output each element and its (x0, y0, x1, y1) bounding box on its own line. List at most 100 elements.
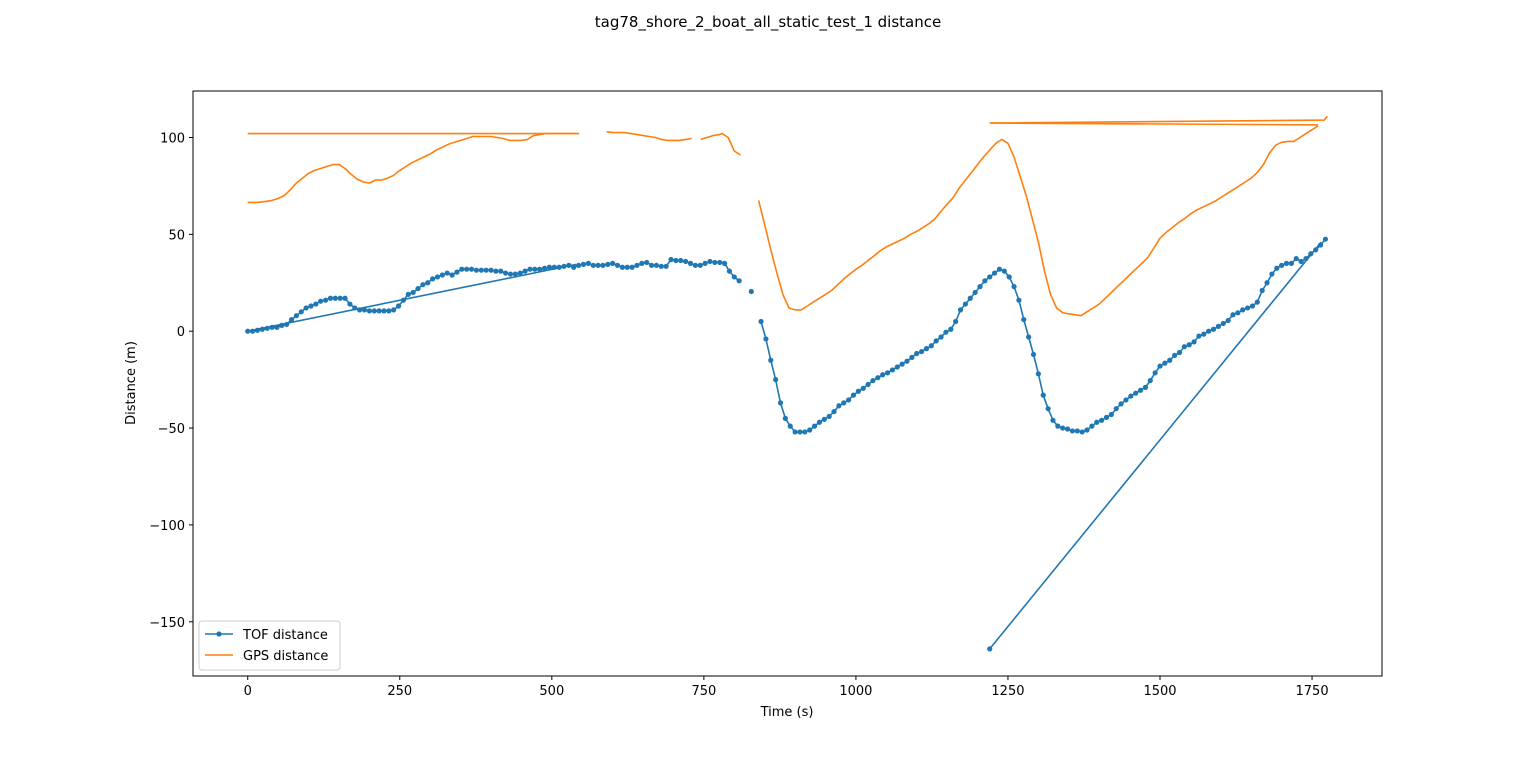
tof-data-point (1322, 236, 1329, 242)
tof-data-point (575, 262, 582, 268)
tof-data-point (663, 263, 669, 269)
tof-data-point (342, 295, 348, 301)
tof-data-point (449, 272, 455, 278)
tof-data-point (245, 328, 251, 334)
tof-data-point (1259, 287, 1265, 294)
tof-data-point (1274, 265, 1280, 271)
tof-data-point (1021, 316, 1027, 323)
tof-data-point (712, 259, 718, 266)
tof-data-point (303, 305, 309, 311)
tof-data-point (673, 257, 679, 264)
tof-data-point (298, 309, 304, 315)
tof-data-point (527, 266, 533, 272)
tof-data-point (763, 336, 769, 342)
tof-data-point (768, 357, 774, 363)
x-axis: 0 250 500 750 1000 1250 1500 1750 (244, 676, 1329, 699)
tof-data-point (928, 343, 934, 349)
tof-data-point (658, 263, 664, 269)
tof-data-point (717, 259, 723, 266)
tof-data-point (313, 301, 319, 307)
tof-data-point (967, 295, 973, 301)
tof-data-point (919, 348, 925, 355)
tof-data-point (758, 318, 764, 325)
tof-data-point (889, 367, 896, 373)
y-tick-label: −50 (158, 422, 185, 437)
tof-data-point (1191, 339, 1197, 345)
tof-data-point (648, 262, 655, 268)
legend: TOF distance GPS distance (198, 620, 341, 671)
tof-data-point (1026, 334, 1032, 340)
tof-data-point (366, 308, 372, 314)
tof-data-point (410, 289, 416, 296)
tof-data-point (254, 327, 261, 333)
tof-data-point (503, 270, 509, 276)
tof-data-point (707, 258, 713, 265)
gps-series-line (989, 115, 1328, 124)
tof-data-point (639, 260, 645, 267)
tof-data-point (517, 270, 523, 276)
tof-data-point (556, 264, 562, 270)
tof-data-point (1074, 428, 1080, 434)
tof-data-point (821, 416, 827, 422)
tof-data-point (337, 295, 343, 301)
tof-data-point (614, 262, 621, 268)
tof-data-point (1064, 426, 1071, 432)
tof-data-point (787, 423, 793, 429)
x-tick-label: 500 (539, 684, 564, 699)
tof-data-point (1142, 384, 1149, 390)
tof-data-point (1118, 401, 1124, 407)
tof-data-point (395, 303, 402, 309)
x-tick-label: 750 (691, 684, 716, 699)
tof-data-point (1133, 390, 1139, 396)
legend-gps-label: GPS distance (243, 649, 328, 664)
tof-data-point (938, 334, 944, 340)
tof-data-point (678, 257, 684, 264)
tof-data-point (284, 321, 290, 328)
tof-data-point (571, 264, 577, 270)
tof-data-point (692, 262, 698, 268)
tof-data-point (250, 328, 256, 334)
tof-data-point (551, 264, 557, 270)
tof-data-point (904, 358, 910, 364)
tof-data-point (987, 646, 993, 652)
chart-title: tag78_shore_2_boat_all_static_test_1 dis… (595, 13, 941, 32)
tof-data-point (1016, 297, 1022, 303)
tof-data-point (962, 301, 968, 307)
tof-data-point (464, 266, 470, 272)
tof-data-point (736, 278, 742, 284)
tof-data-point (1152, 370, 1158, 376)
tof-data-point (773, 377, 779, 383)
tof-series-line (247, 263, 577, 332)
tof-data-point (434, 274, 441, 280)
tof-data-point (1103, 414, 1110, 420)
tof-data-point (512, 271, 518, 277)
gps-series-line (757, 125, 1319, 317)
tof-data-point (279, 322, 285, 328)
tof-data-point (1045, 406, 1051, 412)
tof-data-point (702, 260, 708, 267)
tof-data-point (332, 295, 338, 301)
tof-data-point (880, 372, 886, 378)
tof-data-point (1079, 429, 1085, 435)
y-tick-label: −100 (149, 519, 185, 534)
tof-data-point (841, 400, 847, 406)
y-tick-label: 0 (177, 325, 185, 340)
tof-data-point (1011, 284, 1017, 290)
tof-data-point (1279, 262, 1285, 268)
tof-data-point (1040, 392, 1046, 398)
tof-data-point (948, 326, 954, 332)
tof-data-point (595, 262, 601, 268)
tof-data-point (1069, 428, 1076, 434)
tof-data-point (546, 264, 552, 270)
tof-data-point (1201, 331, 1207, 337)
tof-data-point (1060, 425, 1066, 431)
tof-data-point (322, 297, 329, 303)
tof-data-point (537, 266, 543, 272)
tof-data-point (1137, 387, 1144, 393)
x-tick-label: 250 (387, 684, 412, 699)
tof-data-point (792, 429, 798, 435)
tof-data-point (991, 270, 998, 276)
tof-data-point (610, 260, 616, 267)
tof-data-point (1094, 419, 1100, 425)
